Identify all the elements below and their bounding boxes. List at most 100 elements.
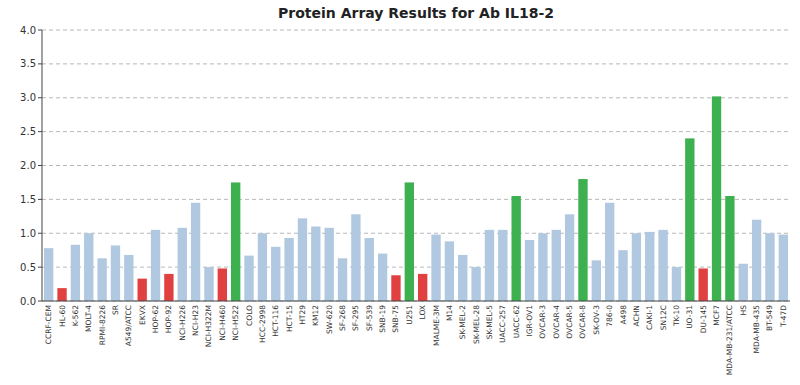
bar bbox=[391, 275, 400, 301]
x-tick-label: SF-539 bbox=[365, 305, 374, 331]
bar bbox=[365, 238, 374, 301]
y-axis-line bbox=[42, 30, 43, 301]
bar bbox=[97, 258, 106, 301]
x-tick-label: TK-10 bbox=[672, 305, 681, 327]
x-tick-label: MOLT-4 bbox=[84, 305, 93, 332]
x-tick-label: SNB-19 bbox=[378, 305, 387, 333]
bar bbox=[284, 238, 293, 301]
x-tick-label: M14 bbox=[445, 305, 454, 321]
x-tick-label: RPMI-8226 bbox=[98, 305, 107, 345]
bar bbox=[244, 256, 253, 301]
bar bbox=[445, 241, 454, 301]
bar bbox=[138, 279, 147, 301]
bar bbox=[471, 267, 480, 301]
x-tick-label: HCT-116 bbox=[271, 305, 280, 337]
x-tick-label: HS bbox=[739, 305, 748, 316]
y-tick-label: 1.0 bbox=[20, 228, 36, 239]
bar bbox=[338, 258, 347, 301]
x-tick-label: SK-MEL-2 bbox=[458, 305, 467, 340]
bar bbox=[271, 247, 280, 301]
x-tick-label: U251 bbox=[405, 305, 414, 325]
x-tick-label: SN12C bbox=[659, 305, 668, 330]
bar bbox=[298, 218, 307, 301]
bar bbox=[498, 230, 507, 301]
bar bbox=[552, 230, 561, 301]
bar bbox=[685, 138, 694, 301]
x-tick-label: CAKI-1 bbox=[645, 305, 654, 330]
x-tick-label: NCI-H460 bbox=[218, 305, 227, 341]
page: {"chart_data": { "type": "bar", "title":… bbox=[0, 0, 800, 385]
bar bbox=[618, 250, 627, 301]
grid-line bbox=[42, 97, 790, 98]
y-tick bbox=[38, 267, 42, 268]
x-tick-label: MALME-3M bbox=[432, 305, 441, 346]
bar bbox=[431, 235, 440, 301]
bar bbox=[325, 228, 334, 301]
bar bbox=[578, 179, 587, 301]
x-tick-label: OVCAR-3 bbox=[538, 305, 547, 339]
bars bbox=[44, 96, 788, 301]
bar bbox=[632, 233, 641, 301]
bar bbox=[84, 233, 93, 301]
grid-line bbox=[42, 165, 790, 166]
bar bbox=[164, 274, 173, 301]
x-tick-label: MDA-MB-435 bbox=[752, 305, 761, 354]
x-tick-label: A549/ATCC bbox=[124, 305, 133, 346]
x-tick-label: OVCAR-8 bbox=[578, 305, 587, 339]
bar bbox=[538, 233, 547, 301]
bar bbox=[565, 214, 574, 301]
bar bbox=[231, 182, 240, 301]
x-axis-line bbox=[42, 301, 790, 302]
x-tick-label: SW-620 bbox=[325, 305, 334, 334]
x-tick-label: SF-295 bbox=[351, 305, 360, 331]
bar bbox=[405, 182, 414, 301]
y-tick bbox=[38, 301, 42, 302]
x-tick-label: NCI-H23 bbox=[191, 305, 200, 336]
y-tick bbox=[38, 233, 42, 234]
bar bbox=[351, 214, 360, 301]
title: Protein Array Results for Ab IL18-2 bbox=[278, 5, 554, 21]
x-tick-label: T-47D bbox=[779, 305, 788, 328]
y-tick bbox=[38, 165, 42, 166]
bar bbox=[418, 274, 427, 301]
y-tick-label: 3.0 bbox=[20, 92, 36, 103]
x-tick-label: UO-31 bbox=[685, 305, 694, 329]
y-tick-label: 2.0 bbox=[20, 160, 36, 171]
bar bbox=[124, 255, 133, 301]
bar bbox=[658, 230, 667, 301]
x-tick-label: OVCAR-5 bbox=[565, 305, 574, 339]
bar bbox=[605, 203, 614, 301]
x-tick-label: SK-OV-3 bbox=[592, 305, 601, 335]
x-tick-label: NCI-H522 bbox=[231, 305, 240, 341]
x-tick-label: CCRF-CEM bbox=[44, 305, 53, 344]
bar bbox=[525, 240, 534, 301]
x-tick-label: HCT-15 bbox=[285, 305, 294, 332]
bar bbox=[699, 268, 708, 301]
x-tick-label: SR bbox=[111, 305, 120, 315]
chart: Protein Array Results for Ab IL18-20.00.… bbox=[0, 0, 800, 385]
bar bbox=[204, 267, 213, 301]
bar bbox=[779, 235, 788, 301]
bar bbox=[752, 220, 761, 301]
x-tick-label: HL-60 bbox=[58, 305, 67, 327]
x-tick-label: BT-549 bbox=[765, 305, 774, 331]
y-tick bbox=[38, 97, 42, 98]
bar bbox=[258, 233, 267, 301]
x-tick-label: SK-MEL-5 bbox=[485, 305, 494, 340]
bar bbox=[378, 254, 387, 301]
x-tick-label: EKVX bbox=[138, 305, 147, 325]
bar bbox=[592, 260, 601, 301]
bar bbox=[111, 245, 120, 301]
x-tick-label: MCF7 bbox=[712, 305, 721, 326]
y-tick-label: 4.0 bbox=[20, 25, 36, 36]
x-tick-label: A498 bbox=[619, 305, 628, 325]
x-axis: CCRF-CEM HL-60 K-562 MOLT-4 RPMI-8226 SR A549/… bbox=[42, 301, 790, 375]
y-tick-label: 2.5 bbox=[20, 126, 36, 137]
x-tick-label: OVCAR-4 bbox=[552, 305, 561, 339]
x-tick-label: HT29 bbox=[298, 305, 307, 325]
bar bbox=[57, 288, 66, 301]
x-tick-label: IGR-OV1 bbox=[525, 305, 534, 337]
bar bbox=[71, 245, 80, 301]
bar bbox=[191, 203, 200, 301]
x-tick-label: K-562 bbox=[71, 305, 80, 326]
